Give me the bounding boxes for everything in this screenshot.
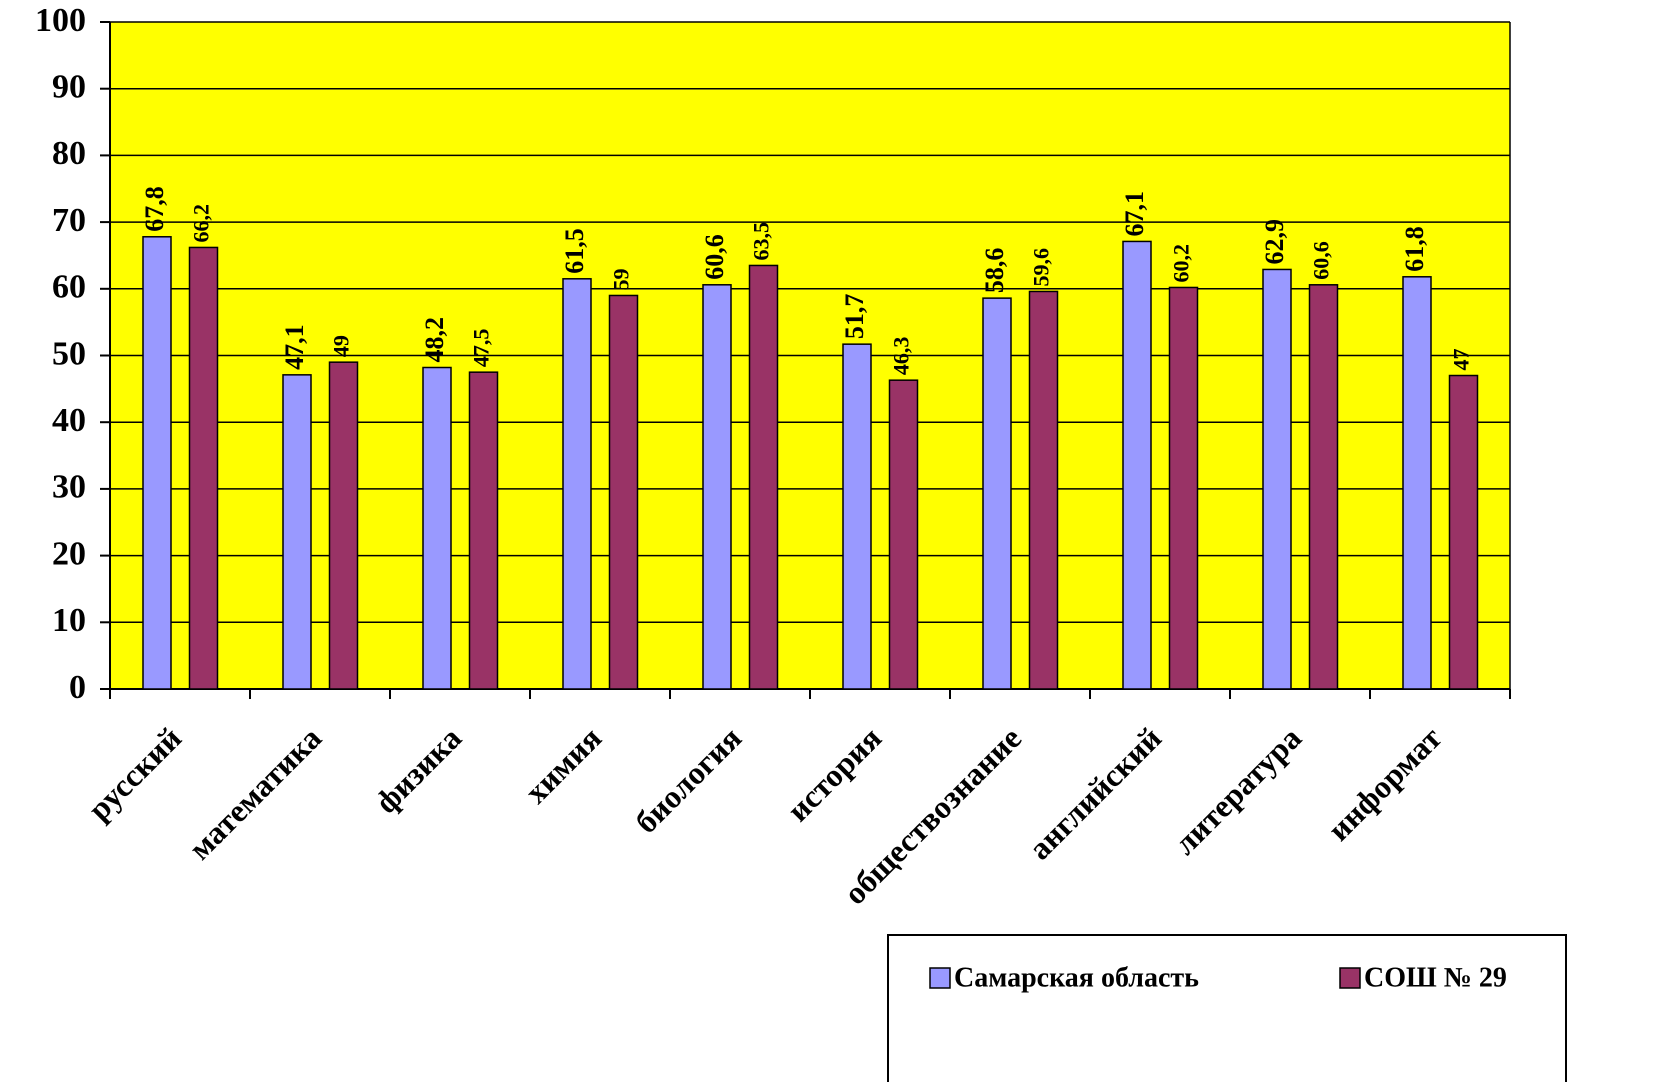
bar [188,246,219,690]
data-label: 47,5 [469,329,494,368]
data-label: 66,2 [189,204,214,243]
y-tick-label: 0 [69,669,86,706]
y-tick-label: 10 [52,602,86,639]
legend-box [887,934,1567,1082]
x-tick-label: английский [1021,720,1168,867]
y-tick-label: 90 [52,68,86,105]
data-label: 47 [1449,349,1474,371]
x-tick-label: литература [1166,720,1308,862]
data-label: 46,3 [889,337,914,376]
bar [282,374,312,690]
y-tick-label: 30 [52,469,86,506]
legend-swatch [1339,967,1361,989]
bar [1448,374,1479,690]
data-label: 58,6 [980,248,1009,294]
x-tick-label: химия [518,720,608,810]
x-tick-label: русский [81,720,189,828]
data-label: 61,8 [1400,226,1429,272]
y-tick-label: 60 [52,269,86,306]
bar [328,361,359,690]
bar [608,294,639,690]
bar [142,236,172,690]
data-label: 59,6 [1029,248,1054,287]
bar [1168,286,1199,690]
bar [888,379,919,690]
y-tick-label: 100 [35,2,86,39]
x-tick-label: математика [181,720,328,867]
x-tick-label: информат [1320,719,1448,847]
data-label: 47,1 [280,324,309,370]
data-label: 67,8 [140,186,169,232]
bar [1308,284,1339,690]
data-label: 60,6 [700,234,729,280]
bar [562,278,592,690]
bar [842,343,872,690]
y-tick-label: 80 [52,135,86,172]
legend-label: СОШ № 29 [1364,962,1507,993]
bar [702,284,732,690]
data-label: 67,1 [1120,191,1149,237]
x-tick-label: биология [628,720,748,840]
bar [1122,240,1152,690]
x-tick-label: история [780,720,889,829]
data-label: 63,5 [749,222,774,261]
y-tick-label: 40 [52,402,86,439]
data-label: 59 [609,268,634,290]
bar [748,264,779,690]
y-tick-label: 20 [52,535,86,572]
bar [1028,290,1059,690]
bar [468,371,499,690]
bar [422,366,452,690]
data-label: 49 [329,335,354,357]
data-label: 60,2 [1169,244,1194,283]
y-tick-label: 50 [52,335,86,372]
bar [1402,276,1432,690]
data-label: 62,9 [1260,219,1289,265]
bar [982,297,1012,690]
legend-swatch [929,967,951,989]
x-tick-label: физика [368,720,468,820]
data-label: 60,6 [1309,241,1334,280]
legend-label: Самарская область [954,962,1199,993]
data-label: 51,7 [840,294,869,340]
data-label: 48,2 [420,317,449,363]
y-tick-label: 70 [52,202,86,239]
data-label: 61,5 [560,228,589,274]
bar [1262,268,1292,690]
